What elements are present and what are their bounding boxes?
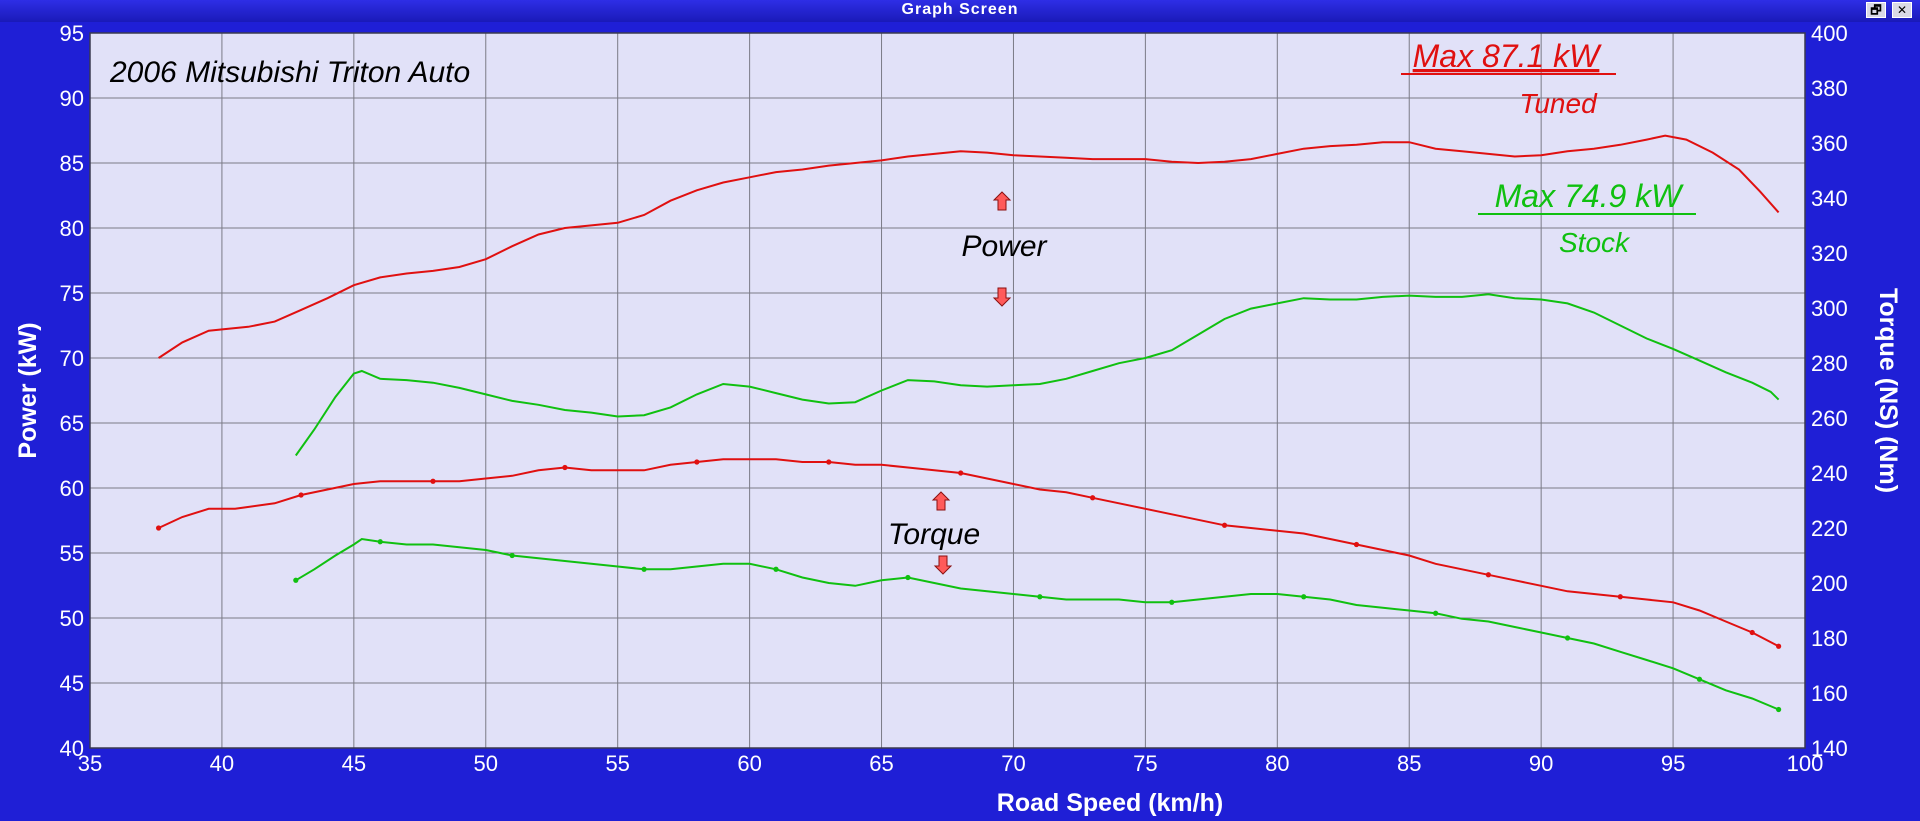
y-left-tick-label: 55 <box>60 541 84 566</box>
power-up-arrow-icon <box>992 191 1012 211</box>
y-right-tick-label: 240 <box>1811 461 1848 486</box>
series-marker-3 <box>905 574 911 581</box>
series-marker-3 <box>1776 706 1782 713</box>
y-right-tick-label: 200 <box>1811 571 1848 596</box>
power-down-arrow-icon <box>992 287 1012 307</box>
x-tick-label: 70 <box>1001 751 1025 776</box>
x-tick-label: 95 <box>1661 751 1685 776</box>
y-right-tick-label: 400 <box>1811 21 1848 46</box>
y-right-tick-label: 180 <box>1811 626 1848 651</box>
power-label: Power <box>961 230 1047 263</box>
series-marker-3 <box>1037 594 1043 600</box>
series-marker-3 <box>1433 610 1439 616</box>
x-tick-label: 55 <box>605 751 629 776</box>
plot-frame <box>89 32 1806 749</box>
series-marker-3 <box>773 566 779 572</box>
y-left-axis-label: Power (kW) <box>14 322 42 458</box>
series-line-1 <box>294 293 1780 457</box>
y-right-tick-label: 280 <box>1811 351 1848 376</box>
tuned-label: Tuned <box>1519 88 1598 119</box>
y-right-tick-label: 360 <box>1811 131 1848 156</box>
series-marker-3 <box>1169 599 1175 605</box>
series-marker-3 <box>1301 594 1307 600</box>
chart-title: 2006 Mitsubishi Triton Auto <box>109 56 470 89</box>
series-marker-2 <box>1353 541 1360 548</box>
series-marker-2 <box>298 492 304 498</box>
y-right-axis-label: Torque (NS) (Nm) <box>1874 288 1902 493</box>
y-left-tick-label: 85 <box>60 151 84 176</box>
series-marker-3 <box>293 577 299 583</box>
series-marker-2 <box>1617 594 1623 600</box>
x-tick-label: 60 <box>737 751 761 776</box>
y-right-tick-label: 260 <box>1811 406 1848 431</box>
series-marker-2 <box>1485 572 1491 578</box>
series-marker-2 <box>1749 629 1755 636</box>
series-marker-2 <box>1776 643 1782 649</box>
y-left-tick-label: 70 <box>60 346 84 371</box>
x-axis-label: Road Speed (km/h) <box>997 789 1223 817</box>
y-left-tick-label: 95 <box>60 21 84 46</box>
close-window-icon[interactable]: ✕ <box>1892 2 1912 18</box>
y-left-tick-label: 90 <box>60 86 84 111</box>
y-left-tick-label: 50 <box>60 606 84 631</box>
y-right-tick-label: 160 <box>1811 681 1848 706</box>
x-tick-label: 65 <box>869 751 893 776</box>
y-right-tick-label: 220 <box>1811 516 1848 541</box>
stock-max-annotation: Max 74.9 kW <box>1495 178 1685 214</box>
tuned-max-annotation: Max 87.1 kW <box>1413 38 1603 74</box>
y-left-tick-label: 80 <box>60 216 84 241</box>
y-left-tick-label: 65 <box>60 411 84 436</box>
y-right-tick-label: 140 <box>1811 736 1848 761</box>
series-marker-2 <box>562 464 568 471</box>
series-marker-2 <box>1090 495 1096 501</box>
y-left-tick-label: 40 <box>60 736 84 761</box>
series-marker-2 <box>694 459 700 465</box>
series-marker-3 <box>509 552 515 559</box>
torque-down-arrow-icon <box>933 555 953 575</box>
x-tick-label: 75 <box>1133 751 1157 776</box>
y-left-tick-label: 45 <box>60 671 84 696</box>
x-tick-label: 100 <box>1787 751 1824 776</box>
window-title: Graph Screen <box>901 1 1019 18</box>
series-line-0 <box>158 134 1780 359</box>
torque-label: Torque <box>888 518 980 551</box>
series-marker-3 <box>377 539 383 545</box>
series-marker-3 <box>1564 635 1571 641</box>
series-marker-2 <box>826 459 832 465</box>
series-marker-2 <box>1221 522 1228 528</box>
series-marker-2 <box>958 470 964 476</box>
series-marker-3 <box>641 566 647 572</box>
series-line-3 <box>295 537 1779 711</box>
torque-up-arrow-icon <box>931 491 951 511</box>
series-marker-2 <box>156 525 162 531</box>
y-left-tick-label: 60 <box>60 476 84 501</box>
x-tick-label: 50 <box>474 751 498 776</box>
series-marker-3 <box>1696 676 1703 682</box>
restore-window-icon[interactable]: 🗗 <box>1866 2 1886 18</box>
y-right-tick-label: 320 <box>1811 241 1848 266</box>
y-right-tick-label: 380 <box>1811 76 1848 101</box>
x-tick-label: 45 <box>342 751 366 776</box>
y-right-tick-label: 300 <box>1811 296 1848 321</box>
series-marker-2 <box>430 478 436 484</box>
x-tick-label: 35 <box>78 751 102 776</box>
series-line-2 <box>158 458 1780 648</box>
x-tick-label: 40 <box>210 751 234 776</box>
y-right-tick-label: 340 <box>1811 186 1848 211</box>
y-left-tick-label: 75 <box>60 281 84 306</box>
window-title-bar: Graph Screen <box>0 0 1920 22</box>
x-tick-label: 80 <box>1265 751 1289 776</box>
x-tick-label: 85 <box>1397 751 1421 776</box>
stock-label: Stock <box>1559 227 1631 258</box>
plot-area <box>90 33 1805 748</box>
x-tick-label: 90 <box>1529 751 1553 776</box>
